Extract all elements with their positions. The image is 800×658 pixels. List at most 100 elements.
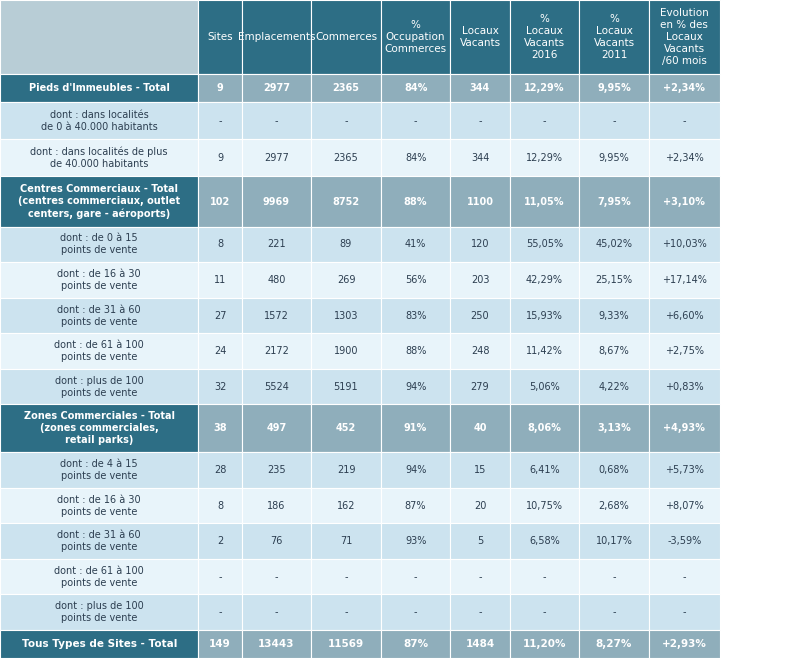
Text: 15: 15 (474, 465, 486, 475)
Text: 279: 279 (470, 382, 490, 392)
Bar (510, 139, 579, 176)
Text: 9969: 9969 (263, 197, 290, 207)
Bar (311, 263, 381, 298)
Text: -3,59%: -3,59% (667, 536, 702, 546)
Text: dont : de 31 à 60
points de vente: dont : de 31 à 60 points de vente (58, 530, 141, 552)
Bar (198, 523, 242, 559)
Bar (649, 594, 720, 630)
Text: Evolution
en % des
Locaux
Vacants
/60 mois: Evolution en % des Locaux Vacants /60 mo… (660, 8, 709, 66)
Bar (381, 139, 450, 176)
Text: 2172: 2172 (264, 346, 289, 356)
Text: 10,75%: 10,75% (526, 501, 563, 511)
Text: 1100: 1100 (466, 197, 494, 207)
Bar (311, 139, 381, 176)
Text: -: - (414, 116, 418, 126)
Text: 8: 8 (217, 501, 223, 511)
Text: 8: 8 (217, 240, 223, 249)
Text: 1900: 1900 (334, 346, 358, 356)
Text: 248: 248 (470, 346, 490, 356)
Bar (311, 333, 381, 368)
Bar (649, 488, 720, 523)
Bar (242, 488, 311, 523)
Text: 41%: 41% (405, 240, 426, 249)
Bar (450, 298, 510, 333)
Bar (381, 74, 450, 103)
Bar (381, 488, 450, 523)
Bar (242, 263, 311, 298)
Text: +8,07%: +8,07% (665, 501, 704, 511)
Text: %
Occupation
Commerces: % Occupation Commerces (385, 20, 446, 54)
Bar (0, 630, 198, 658)
Text: -: - (478, 572, 482, 582)
Bar (510, 263, 579, 298)
Text: 38: 38 (213, 423, 227, 434)
Bar (510, 368, 579, 404)
Bar (649, 523, 720, 559)
Bar (579, 298, 649, 333)
Bar (579, 74, 649, 103)
Bar (579, 523, 649, 559)
Text: 5,06%: 5,06% (529, 382, 560, 392)
Bar (0, 404, 198, 452)
Bar (311, 298, 381, 333)
Text: 89: 89 (340, 240, 352, 249)
Bar (510, 559, 579, 594)
Bar (450, 74, 510, 103)
Text: -: - (218, 607, 222, 617)
Bar (649, 559, 720, 594)
Text: 221: 221 (267, 240, 286, 249)
Bar (649, 368, 720, 404)
Text: 10,17%: 10,17% (595, 536, 633, 546)
Text: -: - (344, 116, 348, 126)
Text: -: - (682, 572, 686, 582)
Bar (242, 630, 311, 658)
Text: 8,67%: 8,67% (598, 346, 630, 356)
Bar (450, 523, 510, 559)
Text: 344: 344 (471, 153, 489, 163)
Text: -: - (612, 607, 616, 617)
Bar (649, 298, 720, 333)
Text: 219: 219 (337, 465, 355, 475)
Text: 11,20%: 11,20% (522, 639, 566, 649)
Text: 2977: 2977 (264, 153, 289, 163)
Text: Zones Commerciales - Total
(zones commerciales,
retail parks): Zones Commerciales - Total (zones commer… (24, 411, 174, 445)
Bar (579, 139, 649, 176)
Bar (242, 333, 311, 368)
Text: 120: 120 (470, 240, 490, 249)
Bar (649, 103, 720, 139)
Bar (579, 0, 649, 74)
Bar (198, 139, 242, 176)
Bar (579, 630, 649, 658)
Text: Locaux
Vacants: Locaux Vacants (459, 26, 501, 48)
Text: 162: 162 (337, 501, 355, 511)
Text: +4,93%: +4,93% (663, 423, 706, 434)
Bar (198, 630, 242, 658)
Text: 8752: 8752 (333, 197, 359, 207)
Text: 32: 32 (214, 382, 226, 392)
Text: 2365: 2365 (334, 153, 358, 163)
Bar (510, 227, 579, 263)
Text: 84%: 84% (405, 153, 426, 163)
Bar (311, 488, 381, 523)
Text: 480: 480 (267, 275, 286, 285)
Text: 15,93%: 15,93% (526, 311, 563, 320)
Bar (311, 227, 381, 263)
Text: 4,22%: 4,22% (598, 382, 630, 392)
Bar (579, 333, 649, 368)
Text: 12,29%: 12,29% (526, 153, 563, 163)
Text: %
Locaux
Vacants
2016: % Locaux Vacants 2016 (524, 14, 565, 60)
Text: -: - (612, 572, 616, 582)
Text: Emplacements: Emplacements (238, 32, 315, 42)
Bar (311, 630, 381, 658)
Bar (198, 0, 242, 74)
Bar (381, 103, 450, 139)
Text: dont : de 4 à 15
points de vente: dont : de 4 à 15 points de vente (60, 459, 138, 481)
Bar (198, 404, 242, 452)
Bar (649, 630, 720, 658)
Bar (579, 559, 649, 594)
Text: 40: 40 (474, 423, 486, 434)
Bar (450, 368, 510, 404)
Text: -: - (218, 572, 222, 582)
Text: 6,58%: 6,58% (529, 536, 560, 546)
Text: dont : de 16 à 30
points de vente: dont : de 16 à 30 points de vente (58, 495, 141, 517)
